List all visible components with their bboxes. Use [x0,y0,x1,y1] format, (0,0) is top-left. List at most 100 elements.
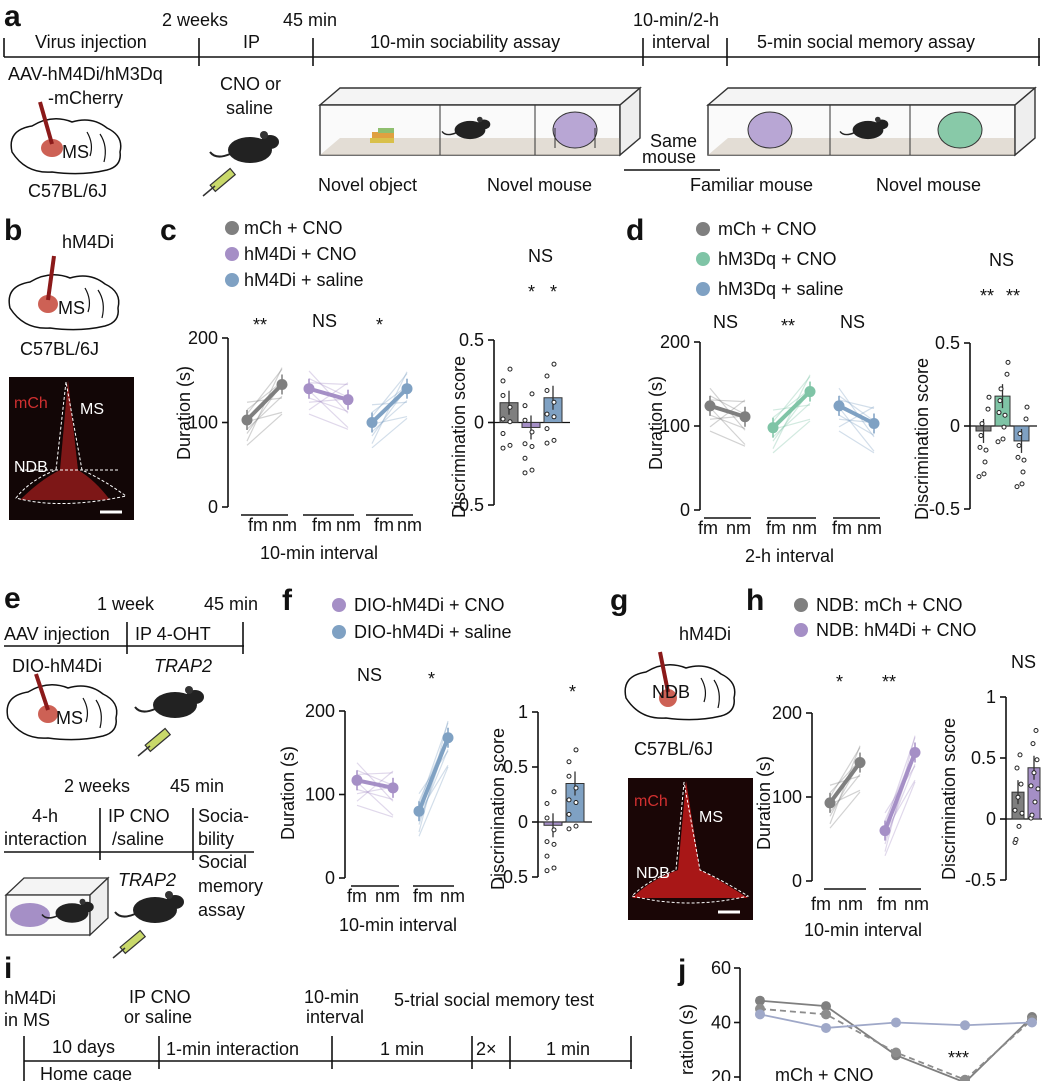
i-1min-1: 1 min [380,1039,424,1059]
data-point [1023,416,1029,422]
individual-trace [371,373,408,417]
mouse-e [134,685,205,719]
data-point [566,811,572,817]
xtick-c-fm3: fm [374,515,394,535]
individual-trace [772,376,811,423]
individual-trace [308,382,349,411]
data-point [500,431,506,437]
data-point [500,378,506,384]
panel-letter-e: e [4,582,21,615]
mean-point [303,383,315,395]
data-point [544,426,550,432]
individual-trace [829,791,861,829]
mean-line [308,386,349,402]
panel-letter-a: a [4,0,21,33]
data-point [551,361,557,367]
individual-trace [246,411,283,423]
xtick-d-nm3: nm [857,518,882,538]
data-point [1015,454,1021,460]
disc-ylabel-d: Discrimination score [912,358,932,520]
data-point [500,416,506,422]
data-point [522,441,528,447]
data-point [1030,741,1036,747]
individual-trace [356,769,394,786]
paired-plot-c: 0 100 200 [188,328,413,517]
data-point [529,444,535,450]
legend-f [332,598,346,639]
individual-trace [246,395,283,430]
ndb-label-g: NDB [636,865,670,882]
panel-letter-f: f [282,584,293,617]
panel-letter-c: c [160,214,177,247]
mean-point [833,400,845,412]
e-trap2-2: TRAP2 [118,870,176,890]
individual-trace [838,399,875,409]
data-point [1028,783,1034,789]
disc-ylabel-h: Discrimination score [939,718,959,880]
sig-d-3: NS [840,312,865,332]
disc-sig-h: NS [1011,652,1036,672]
individual-trace [308,397,349,413]
data-point [1019,481,1025,487]
step-social-memory: 5-min social memory assay [757,32,975,52]
mean-line [883,751,917,832]
e-step-memory: memory [198,876,263,896]
syringe-e [137,727,171,757]
e-step-saline: /saline [112,829,164,849]
data-point [1001,424,1007,430]
individual-trace [418,766,449,837]
data-point [1015,794,1021,800]
i-10min: 10-min [304,987,359,1007]
mean-line [828,761,862,805]
xtick-f-fm1: fm [347,886,367,906]
data-point [976,474,982,480]
virus-line1: AAV-hM4Di/hM3Dq [8,64,163,84]
individual-trace [246,368,283,415]
legend-f-1: DIO-hM4Di + CNO [354,595,505,615]
mean-point [909,746,921,758]
virus-g: hM4Di [679,624,731,644]
individual-trace [246,413,283,446]
data-point [500,392,506,398]
mean-point [413,805,425,817]
paired-plot-d: 0 100 200 [660,332,880,520]
bar-plot-d: 0.5 0 -0.5 [929,333,1037,519]
series-point [1027,1017,1037,1028]
y-tick-label: 0 [792,871,802,891]
disc-sig-d-1: ** [980,286,994,306]
individual-trace [246,381,283,411]
y-tick-label: 100 [772,787,802,807]
i-home-cage: Home cage [40,1064,132,1081]
e-step-ipcno: IP CNO [108,806,170,826]
mouse-e2 [114,890,185,924]
y-tick-label: 0 [986,809,996,829]
individual-trace [709,430,746,447]
strain-a: C57BL/6J [28,181,107,201]
e-time-45min-2: 45 min [170,776,224,796]
panel-letter-g: g [610,584,628,617]
data-point [522,403,528,409]
brain-diagram-g: NDB [624,651,736,721]
y-tick-label: 0.5 [971,748,996,768]
sig-h-1: * [836,672,843,692]
xtick-c-nm2: nm [336,515,361,535]
xtick-c-fm2: fm [312,515,332,535]
y-tick-label: -0.5 [965,870,996,890]
ylabel-f: Duration (s) [278,746,298,840]
mean-point [387,782,399,794]
individual-trace [829,759,861,794]
y-tick-label: 0 [680,500,690,520]
data-point [979,421,985,427]
e-step-socia: Socia- [198,806,249,826]
legend-d [696,222,710,296]
mean-point [868,417,880,429]
e-time-45min: 45 min [204,594,258,614]
data-point [1032,799,1038,805]
ylabel-j: ration (s) [677,1004,697,1075]
chamber-novel-mouse-1: Novel mouse [487,175,592,195]
individual-trace [838,407,875,452]
mean-line [370,387,409,424]
data-point [977,444,983,450]
individual-trace [772,388,811,419]
mean-line [356,778,394,790]
